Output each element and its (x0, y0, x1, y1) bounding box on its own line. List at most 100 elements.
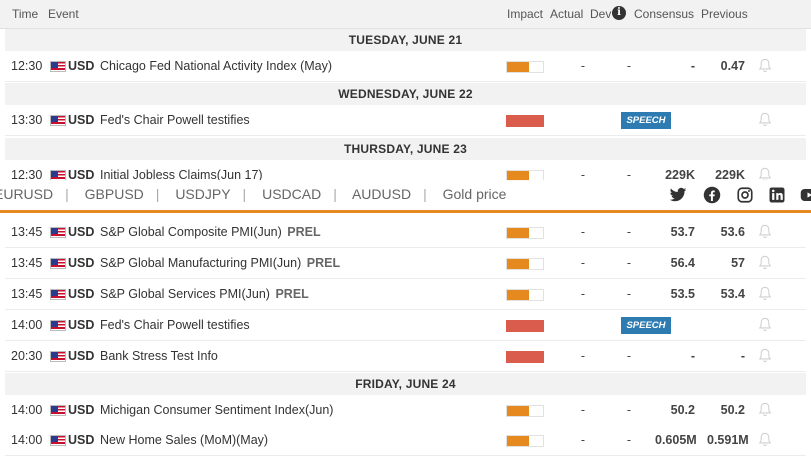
prel-label: PREL (306, 256, 341, 270)
facebook-icon[interactable] (703, 186, 721, 204)
col-time: Time (12, 7, 39, 21)
bell-icon[interactable] (758, 112, 772, 128)
impact-fill (507, 436, 529, 446)
ticker-link-eurusd[interactable]: EURUSD (0, 186, 54, 202)
previous-value: 53.4 (720, 287, 745, 301)
twitter-icon[interactable] (669, 186, 687, 204)
consensus-value: 229K (665, 168, 695, 182)
impact-fill (507, 62, 529, 72)
us-flag-icon (50, 320, 66, 331)
bell-icon[interactable] (758, 255, 772, 271)
bell-icon[interactable] (758, 402, 772, 418)
consensus-value: - (690, 349, 695, 363)
impact-fill (507, 290, 529, 300)
previous-value: 53.6 (720, 225, 745, 239)
deviation-value: - (626, 225, 631, 239)
previous-value: 0.47 (720, 59, 745, 73)
impact-indicator (506, 351, 544, 363)
bell-icon[interactable] (758, 317, 772, 333)
event-currency: USD (68, 403, 95, 417)
instagram-icon[interactable] (736, 186, 754, 204)
impact-fill (507, 171, 529, 181)
bell-icon[interactable] (758, 58, 772, 74)
col-consensus: Consensus (634, 7, 695, 21)
bell-icon[interactable] (758, 432, 772, 448)
table-row[interactable]: 20:30 USD Bank Stress Test Info - - - - (5, 341, 806, 372)
event-name[interactable]: Fed's Chair Powell testifies (100, 318, 250, 332)
event-name[interactable]: S&P Global Composite PMI(Jun) PREL (100, 225, 321, 239)
deviation-value: - (626, 403, 631, 417)
event-name[interactable]: Bank Stress Test Info (100, 349, 218, 363)
table-row[interactable]: 14:00 USD New Home Sales (MoM)(May) - - 0.605… (5, 425, 806, 456)
event-currency: USD (68, 349, 95, 363)
impact-indicator (506, 405, 544, 417)
actual-value: - (580, 403, 585, 417)
event-name[interactable]: Fed's Chair Powell testifies (100, 113, 250, 127)
event-name[interactable]: Initial Jobless Claims(Jun 17) (100, 168, 263, 182)
prel-label: PREL (287, 225, 321, 239)
event-title: S&P Global Services PMI(Jun) (100, 287, 270, 301)
info-icon[interactable]: i (612, 6, 626, 20)
event-currency: USD (68, 287, 95, 301)
impact-indicator (506, 320, 544, 332)
consensus-value: 53.7 (670, 225, 695, 239)
impact-indicator (506, 258, 544, 270)
table-row[interactable]: 13:45 USD S&P Global Services PMI(Jun) PRE… (5, 279, 806, 310)
us-flag-icon (50, 405, 66, 416)
event-title: Chicago Fed National Activity Index (May… (100, 59, 333, 73)
deviation-value: - (626, 349, 631, 363)
table-row[interactable]: 13:45 USD S&P Global Manufacturing PMI(Jun… (5, 248, 806, 279)
us-flag-icon (50, 61, 66, 72)
us-flag-icon (50, 115, 66, 126)
section-divider (0, 210, 811, 213)
consensus-value: - (690, 59, 695, 73)
impact-indicator (506, 289, 544, 301)
deviation-value: - (626, 256, 631, 270)
impact-indicator (506, 115, 544, 127)
ticker-link-usdcad[interactable]: USDCAD (262, 186, 322, 202)
bell-icon[interactable] (758, 286, 772, 302)
table-row[interactable]: 12:30 USD Chicago Fed National Activity In… (5, 51, 806, 82)
bell-icon[interactable] (758, 348, 772, 364)
event-time: 12:30 (11, 168, 43, 182)
actual-value: - (580, 349, 585, 363)
impact-indicator (506, 227, 544, 239)
table-row[interactable]: 13:45 USD S&P Global Composite PMI(Jun) PR… (5, 217, 806, 248)
youtube-icon[interactable] (800, 186, 811, 204)
impact-fill (506, 115, 544, 127)
consensus-value: 53.5 (670, 287, 695, 301)
event-name[interactable]: S&P Global Manufacturing PMI(Jun) PREL (100, 256, 340, 270)
event-name[interactable]: Chicago Fed National Activity Index (May… (100, 59, 332, 73)
actual-value: - (580, 59, 585, 73)
event-title: Bank Stress Test Info (100, 349, 218, 363)
ticker-link-usdjpy[interactable]: USDJPY (175, 186, 231, 202)
event-title: S&P Global Manufacturing PMI(Jun) (100, 256, 302, 270)
actual-value: - (580, 433, 585, 447)
ticker-link-gold-price[interactable]: Gold price (442, 186, 507, 202)
event-currency: USD (68, 113, 95, 127)
day-header: WEDNESDAY, JUNE 22 (5, 83, 806, 105)
speech-badge: SPEECH (621, 112, 671, 129)
bell-icon[interactable] (758, 224, 772, 240)
event-name[interactable]: Michigan Consumer Sentiment Index(Jun) (100, 403, 333, 417)
table-row[interactable]: 13:30 USD Fed's Chair Powell testifies SPEE… (5, 105, 806, 136)
actual-value: - (580, 256, 585, 270)
ticker-link-gbpusd[interactable]: GBPUSD (84, 186, 144, 202)
impact-fill (506, 320, 544, 332)
previous-value: 0.591M (707, 433, 749, 447)
event-time: 13:30 (11, 113, 43, 127)
event-time: 13:45 (11, 225, 43, 239)
table-header: Time Event Impact Actual Dev i Consensus… (0, 0, 811, 29)
day-header: FRIDAY, JUNE 24 (5, 373, 806, 395)
linkedin-icon[interactable] (768, 186, 786, 204)
event-name[interactable]: New Home Sales (MoM)(May) (100, 433, 268, 447)
table-row[interactable]: 14:00 USD Fed's Chair Powell testifies SPEE… (5, 310, 806, 341)
col-dev: Dev (590, 7, 612, 21)
event-name[interactable]: S&P Global Services PMI(Jun) PREL (100, 287, 309, 301)
ticker-link-audusd[interactable]: AUDUSD (351, 186, 412, 202)
us-flag-icon (50, 258, 66, 269)
previous-value: 229K (715, 168, 745, 182)
col-actual: Actual (550, 7, 584, 21)
table-row[interactable]: 14:00 USD Michigan Consumer Sentiment Inde… (5, 395, 806, 426)
impact-fill (507, 259, 529, 269)
